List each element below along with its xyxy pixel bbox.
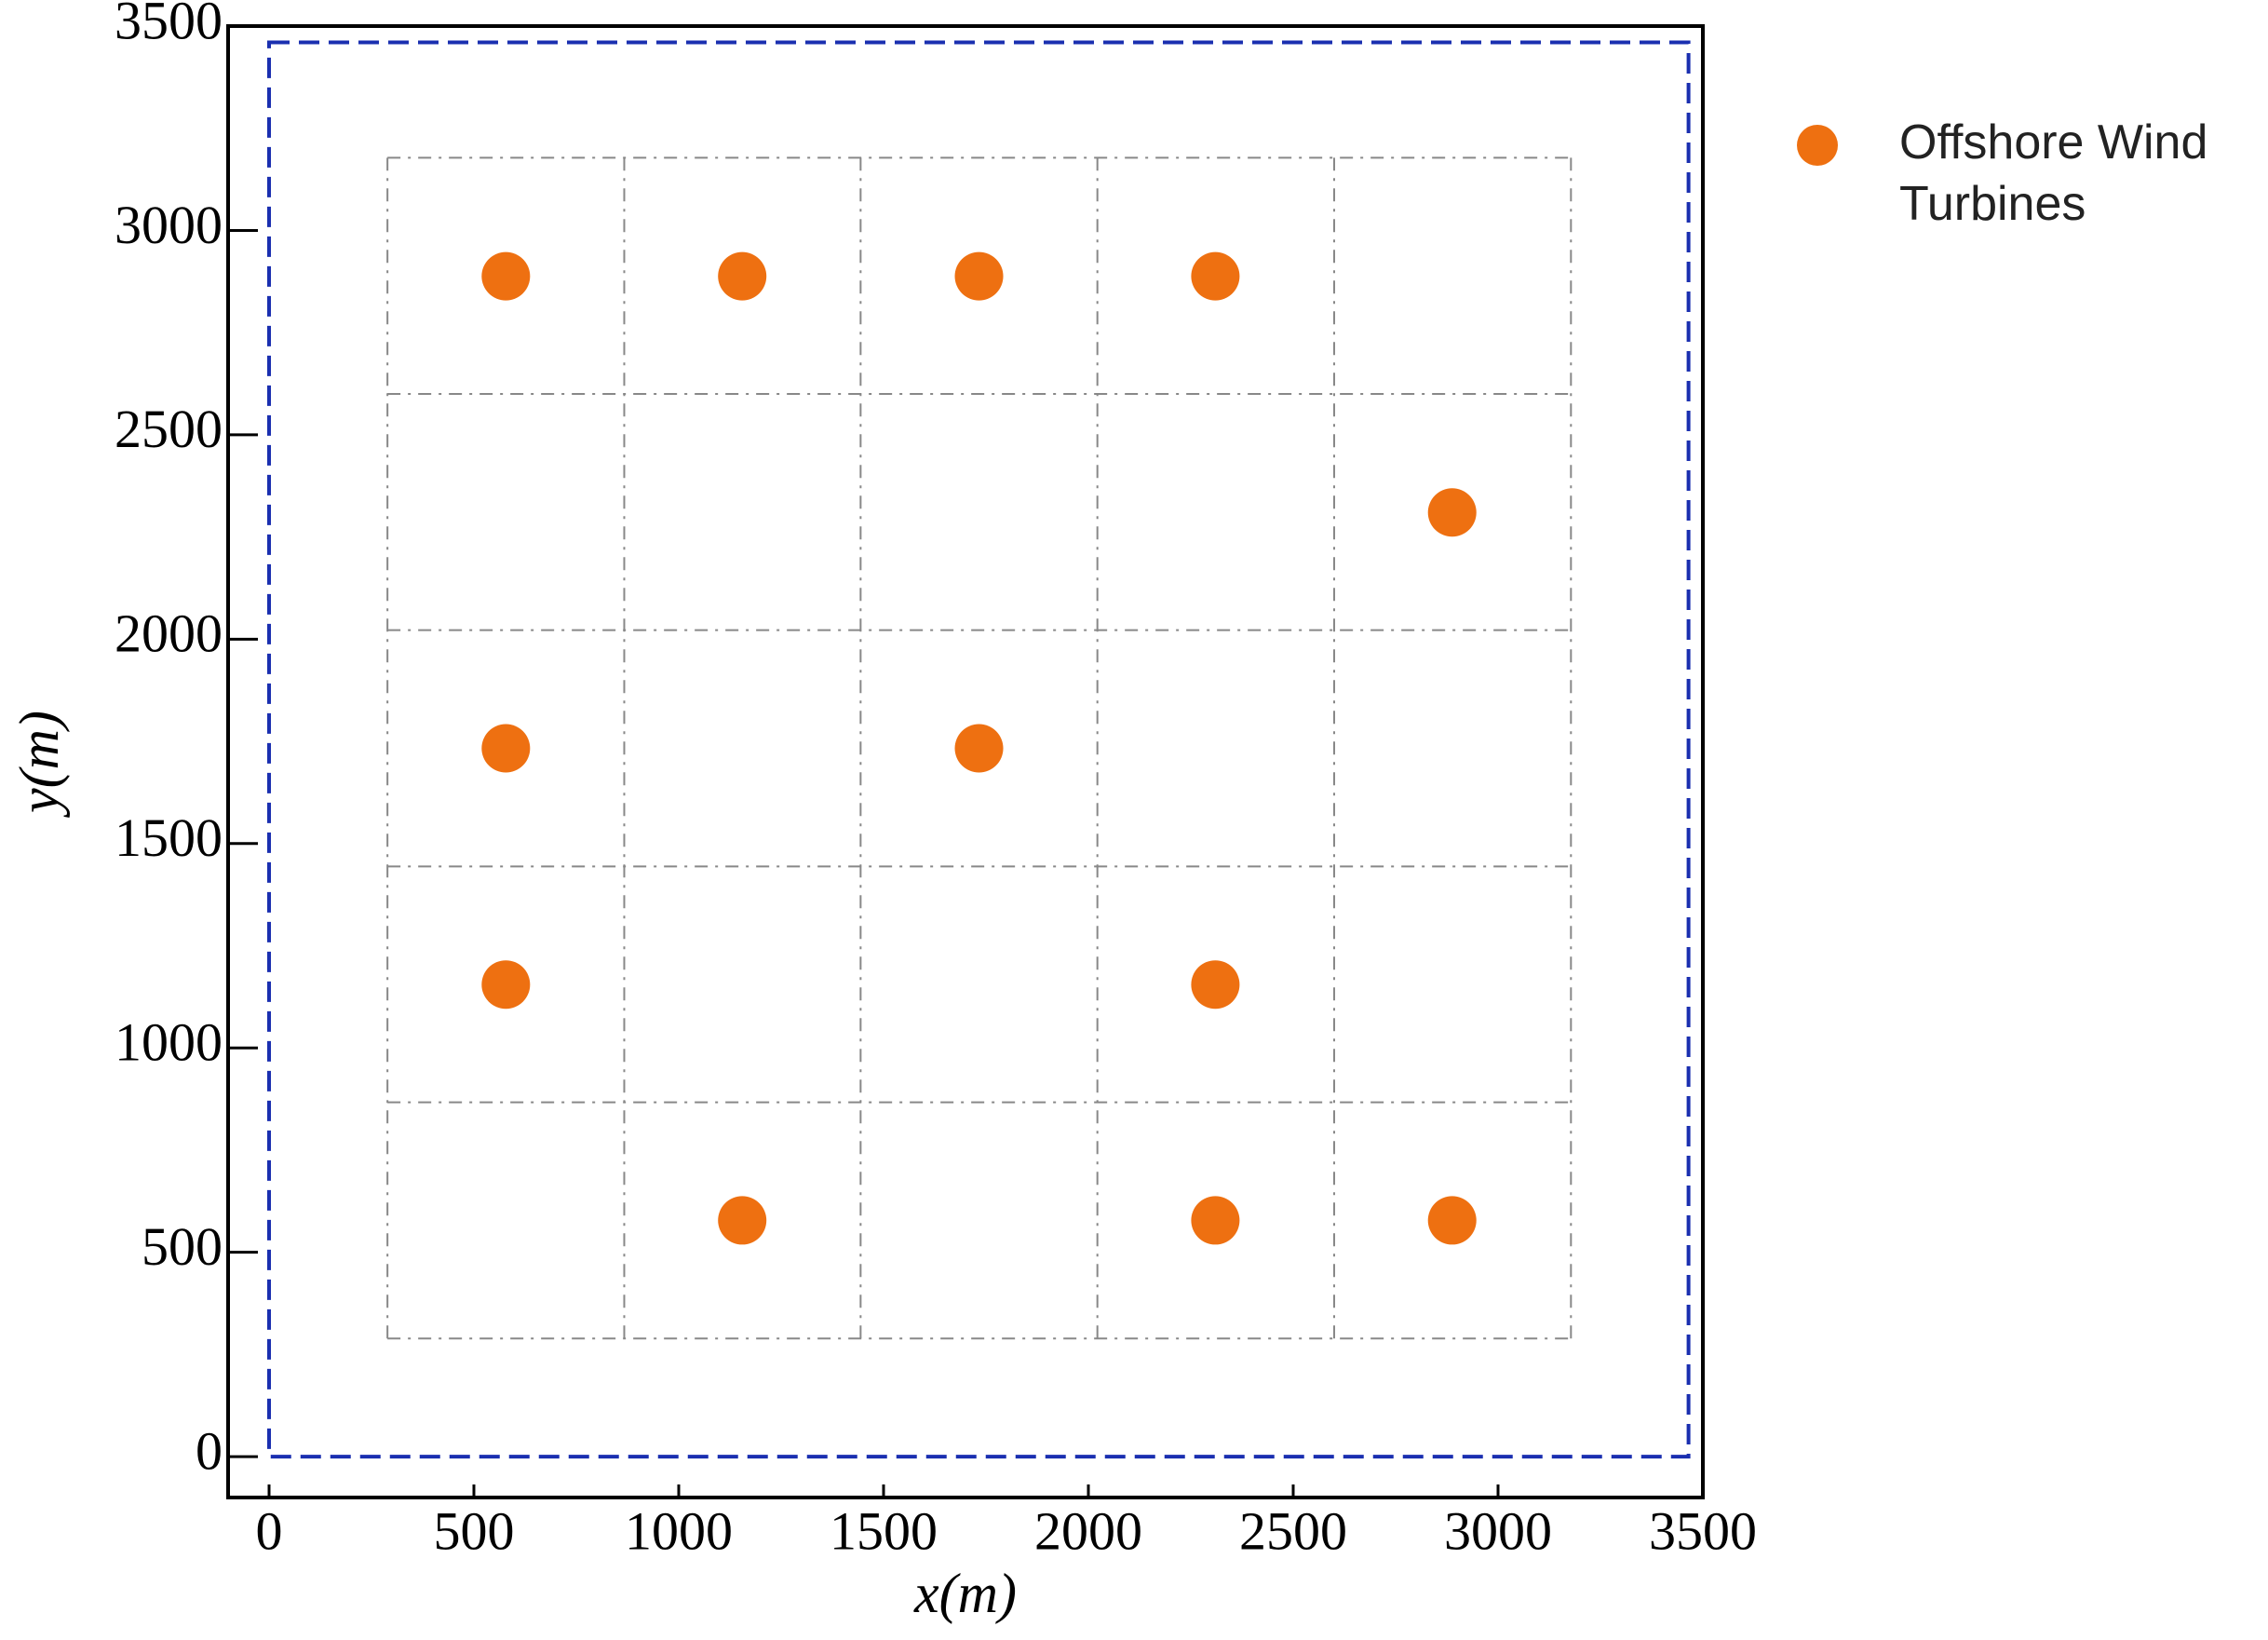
legend: Offshore Wind Turbines bbox=[1797, 112, 2268, 235]
y-tick-label: 1500 bbox=[115, 807, 223, 868]
turbine-point bbox=[718, 1196, 767, 1245]
y-tick-label: 500 bbox=[142, 1216, 223, 1277]
x-tick-label: 2500 bbox=[1239, 1500, 1347, 1561]
boundary bbox=[267, 40, 1691, 1459]
turbine-point bbox=[481, 724, 531, 773]
y-tick-label: 2500 bbox=[115, 399, 223, 459]
y-axis-label: y(m) bbox=[8, 711, 70, 819]
x-tick-label: 2000 bbox=[1034, 1500, 1142, 1561]
y-tick-label: 3000 bbox=[115, 195, 223, 255]
y-tick-label: 1000 bbox=[115, 1012, 223, 1073]
legend-label: Offshore Wind Turbines bbox=[1899, 115, 2208, 231]
turbine-point bbox=[1427, 1196, 1477, 1245]
y-tick-label: 2000 bbox=[115, 603, 223, 664]
turbine-point bbox=[1191, 1196, 1240, 1245]
turbine-point bbox=[481, 960, 531, 1010]
turbine-point bbox=[718, 251, 767, 301]
turbine-point bbox=[954, 724, 1004, 773]
chart: x(m) y(m) 0 500 1000 1500 2000 2500 3000 3500 0 5… bbox=[8, 0, 1757, 1624]
turbine-point bbox=[481, 251, 531, 301]
turbine-point bbox=[1191, 251, 1240, 301]
x-tick-label: 3500 bbox=[1649, 1500, 1757, 1561]
turbine-point bbox=[954, 251, 1004, 301]
x-tick-label: 500 bbox=[434, 1500, 515, 1561]
turbine-point bbox=[1427, 488, 1477, 537]
plot-frame bbox=[226, 24, 1705, 1499]
y-tick-label: 3500 bbox=[115, 0, 223, 50]
turbine-point bbox=[1191, 960, 1240, 1010]
y-tick-label: 0 bbox=[196, 1420, 223, 1481]
x-tick-label: 1500 bbox=[830, 1500, 938, 1561]
x-tick-label: 0 bbox=[256, 1500, 283, 1561]
x-axis-label: x(m) bbox=[913, 1563, 1017, 1624]
legend-marker bbox=[1797, 125, 1838, 166]
x-tick-label: 3000 bbox=[1444, 1500, 1552, 1561]
x-tick-label: 1000 bbox=[625, 1500, 733, 1561]
